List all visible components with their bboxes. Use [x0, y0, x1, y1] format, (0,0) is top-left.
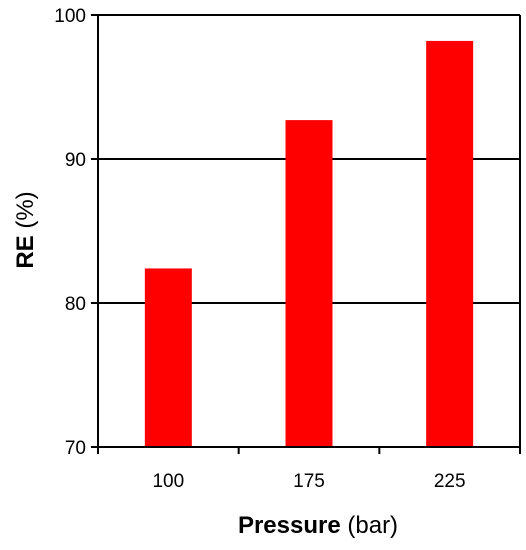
x-ticks: 100 175 225	[97, 447, 521, 492]
y-axis-label-name: RE	[12, 235, 39, 268]
bar-175	[285, 120, 333, 448]
y-tick-label: 90	[65, 150, 86, 171]
plot-frame	[97, 14, 521, 448]
bar-225	[426, 40, 474, 448]
x-tick-label: 175	[293, 471, 325, 492]
bar-100	[144, 268, 192, 447]
y-axis-label: RE (%)	[12, 191, 39, 268]
x-axis-label-name: Pressure	[238, 512, 341, 539]
x-tick-label: 100	[152, 471, 184, 492]
x-axis-label-unit: (bar)	[347, 512, 398, 539]
y-ticks: 70 80 90 100	[54, 6, 98, 459]
y-axis-label-unit: (%)	[12, 191, 39, 228]
bars	[144, 40, 474, 448]
y-tick-label: 80	[65, 294, 86, 315]
x-axis-label: Pressure (bar)	[238, 512, 398, 539]
y-tick-label: 70	[65, 438, 86, 459]
y-tick-label: 100	[54, 6, 86, 27]
x-tick-label: 225	[434, 471, 466, 492]
